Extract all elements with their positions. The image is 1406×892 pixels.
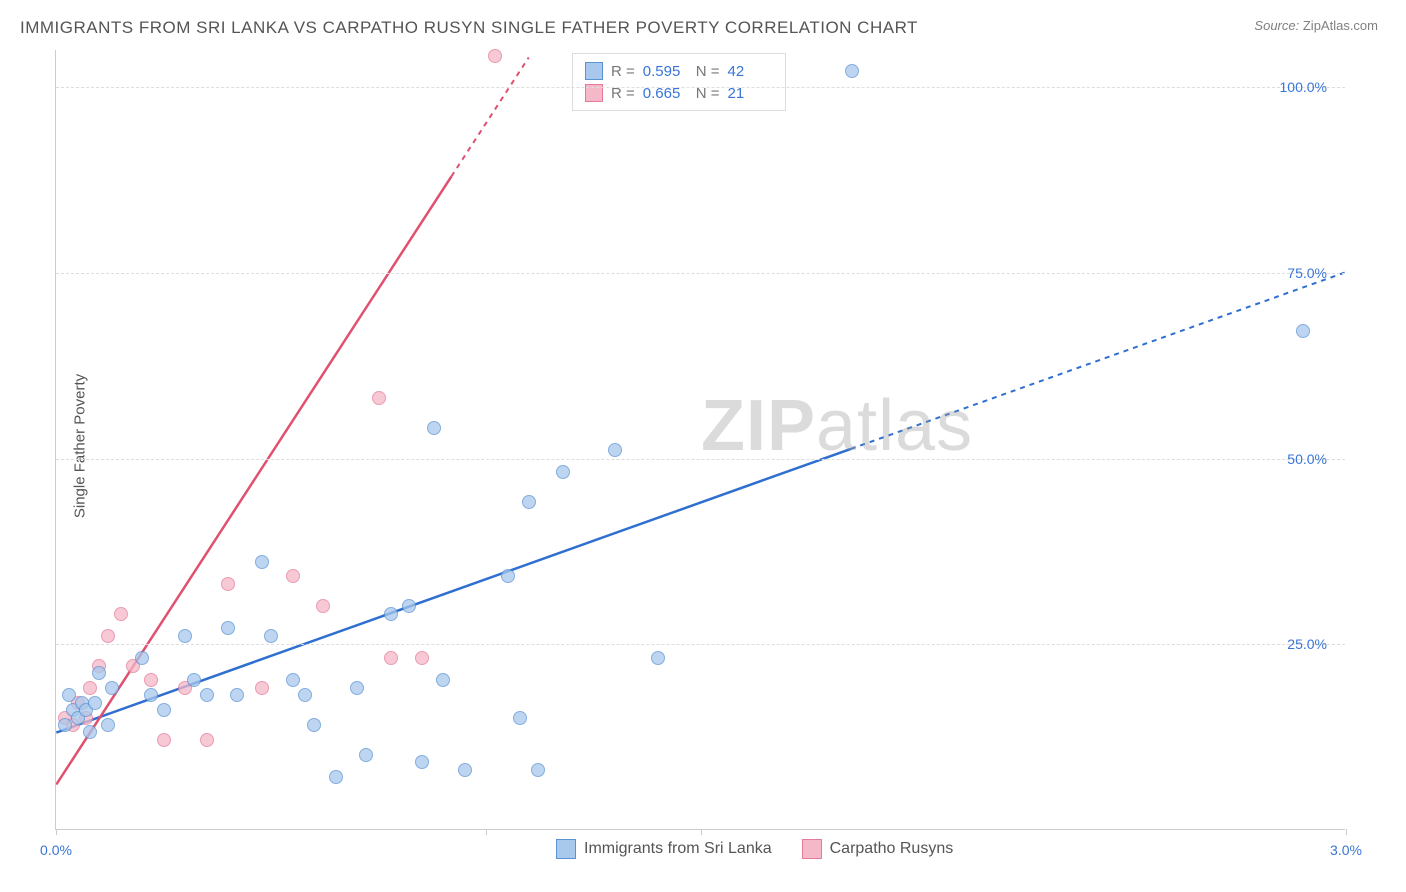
- data-point: [92, 666, 106, 680]
- data-point: [88, 696, 102, 710]
- data-point: [531, 763, 545, 777]
- regression-line: [56, 449, 850, 733]
- n-value: 42: [728, 63, 773, 80]
- data-point: [458, 763, 472, 777]
- series-legend: Immigrants from Sri Lanka Carpatho Rusyns: [556, 839, 953, 859]
- data-point: [501, 569, 515, 583]
- regression-line-dashed: [851, 273, 1345, 449]
- data-point: [402, 599, 416, 613]
- gridline: [56, 644, 1345, 645]
- regression-line-dashed: [451, 57, 528, 176]
- legend-row: R = 0.595 N = 42: [585, 60, 773, 82]
- regression-lines: [56, 50, 1345, 829]
- legend-swatch: [802, 839, 822, 859]
- watermark-bold: ZIP: [701, 386, 816, 466]
- y-tick-label: 75.0%: [1287, 265, 1327, 281]
- gridline: [56, 459, 1345, 460]
- data-point: [255, 555, 269, 569]
- legend-item: Carpatho Rusyns: [802, 839, 954, 859]
- x-tick: [56, 829, 57, 835]
- x-tick: [486, 829, 487, 835]
- data-point: [436, 673, 450, 687]
- legend-item: Immigrants from Sri Lanka: [556, 839, 772, 859]
- data-point: [83, 681, 97, 695]
- data-point: [144, 688, 158, 702]
- data-point: [845, 64, 859, 78]
- gridline: [56, 273, 1345, 274]
- data-point: [350, 681, 364, 695]
- data-point: [144, 673, 158, 687]
- data-point: [114, 607, 128, 621]
- data-point: [200, 733, 214, 747]
- x-tick: [701, 829, 702, 835]
- data-point: [101, 718, 115, 732]
- x-tick: [1346, 829, 1347, 835]
- data-point: [200, 688, 214, 702]
- x-tick-label: 3.0%: [1330, 842, 1362, 858]
- data-point: [1296, 324, 1310, 338]
- data-point: [522, 495, 536, 509]
- data-point: [372, 391, 386, 405]
- gridline: [56, 87, 1345, 88]
- plot-area: ZIPatlas R =0.595N =42R =0.665N =21 Immi…: [55, 50, 1345, 830]
- data-point: [264, 629, 278, 643]
- source-attribution: Source: ZipAtlas.com: [1254, 18, 1378, 33]
- legend-label: Immigrants from Sri Lanka: [584, 840, 772, 858]
- legend-row: R =0.665N =21: [585, 82, 773, 104]
- data-point: [221, 621, 235, 635]
- data-point: [359, 748, 373, 762]
- data-point: [307, 718, 321, 732]
- n-label: N =: [696, 63, 720, 80]
- data-point: [513, 711, 527, 725]
- data-point: [286, 569, 300, 583]
- data-point: [427, 421, 441, 435]
- data-point: [384, 607, 398, 621]
- data-point: [286, 673, 300, 687]
- chart-title: IMMIGRANTS FROM SRI LANKA VS CARPATHO RU…: [20, 18, 918, 38]
- data-point: [135, 651, 149, 665]
- data-point: [62, 688, 76, 702]
- source-site: ZipAtlas.com: [1303, 18, 1378, 33]
- watermark-rest: atlas: [816, 386, 973, 466]
- data-point: [58, 718, 72, 732]
- y-tick-label: 50.0%: [1287, 451, 1327, 467]
- data-point: [221, 577, 235, 591]
- data-point: [83, 725, 97, 739]
- data-point: [608, 443, 622, 457]
- data-point: [178, 629, 192, 643]
- data-point: [384, 651, 398, 665]
- correlation-legend: R = 0.595 N = 42 R =0.665N =21: [572, 53, 786, 111]
- data-point: [415, 651, 429, 665]
- r-value: 0.595: [643, 63, 688, 80]
- data-point: [316, 599, 330, 613]
- legend-label: Carpatho Rusyns: [830, 840, 954, 858]
- data-point: [157, 733, 171, 747]
- legend-swatch: [556, 839, 576, 859]
- source-label: Source:: [1254, 18, 1299, 33]
- data-point: [101, 629, 115, 643]
- x-tick-label: 0.0%: [40, 842, 72, 858]
- data-point: [105, 681, 119, 695]
- data-point: [157, 703, 171, 717]
- data-point: [556, 465, 570, 479]
- watermark: ZIPatlas: [701, 385, 973, 467]
- data-point: [415, 755, 429, 769]
- r-label: R =: [611, 63, 635, 80]
- data-point: [230, 688, 244, 702]
- y-tick-label: 25.0%: [1287, 636, 1327, 652]
- data-point: [187, 673, 201, 687]
- legend-swatch: [585, 62, 603, 80]
- data-point: [651, 651, 665, 665]
- data-point: [255, 681, 269, 695]
- data-point: [329, 770, 343, 784]
- data-point: [488, 49, 502, 63]
- y-tick-label: 100.0%: [1280, 79, 1327, 95]
- data-point: [298, 688, 312, 702]
